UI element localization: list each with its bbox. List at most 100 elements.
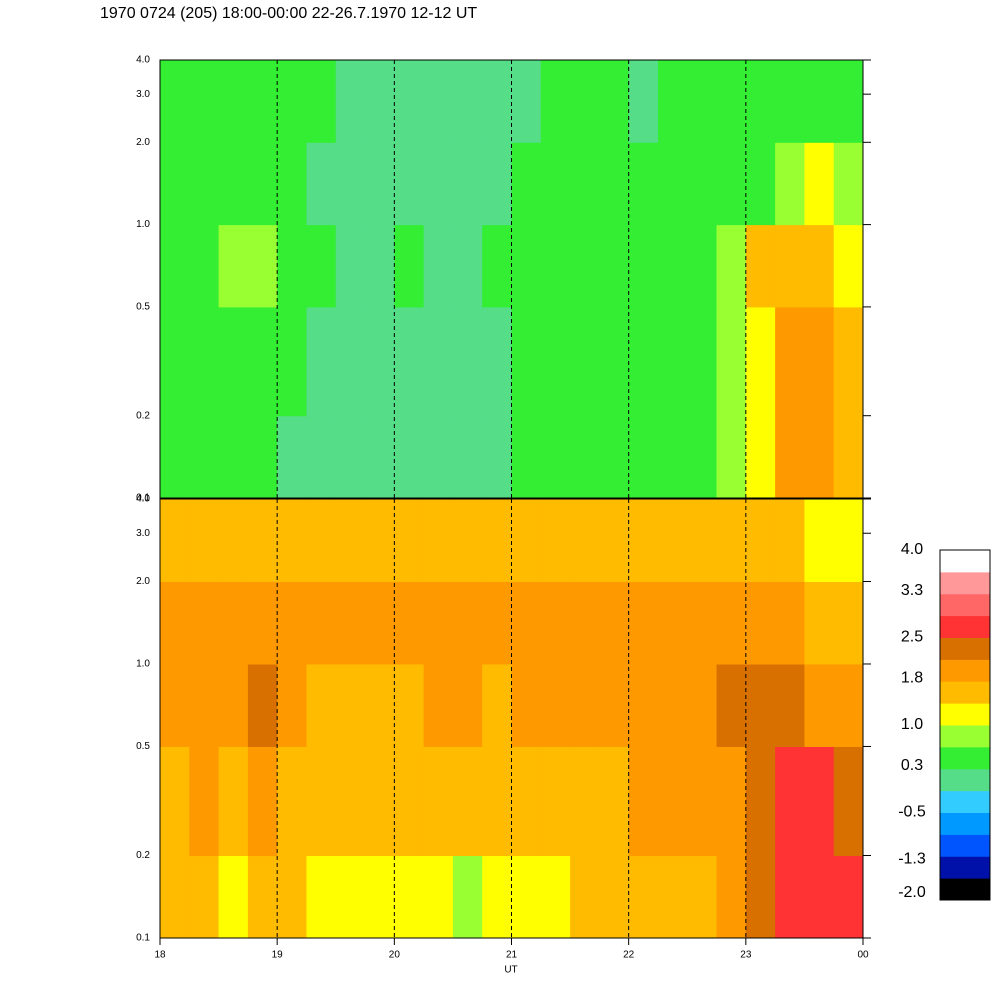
- heatmap-cell: [599, 499, 630, 582]
- heatmap-cell: [160, 581, 190, 665]
- y-tick-label: 4.0: [136, 494, 150, 505]
- y-tick-label: 0.1: [136, 493, 150, 504]
- heatmap-cell: [482, 60, 512, 143]
- heatmap-cell: [335, 581, 366, 665]
- heatmap-cell: [745, 306, 776, 417]
- heatmap-cell: [687, 60, 718, 143]
- heatmap-cell: [452, 306, 483, 417]
- heatmap-cell: [365, 499, 395, 582]
- heatmap-cell: [247, 663, 278, 747]
- heatmap-cell: [277, 581, 307, 665]
- heatmap-cell: [540, 663, 571, 747]
- colorbar-swatch: [940, 856, 990, 879]
- colorbar-swatch: [940, 637, 990, 660]
- colorbar-swatch: [940, 571, 990, 595]
- heatmap-cell: [218, 855, 249, 939]
- heatmap-cell: [745, 142, 776, 226]
- heatmap-cell: [540, 746, 571, 857]
- heatmap-cell: [247, 581, 278, 665]
- colorbar-swatch: [940, 593, 990, 617]
- heatmap-cell: [160, 855, 190, 939]
- heatmap-cell: [365, 855, 395, 939]
- heatmap-cell: [775, 60, 805, 143]
- colorbar-swatch: [940, 834, 990, 857]
- heatmap-cell: [716, 415, 747, 499]
- colorbar-swatch: [940, 615, 990, 638]
- heatmap-cell: [277, 663, 307, 747]
- heatmap-cell: [247, 142, 278, 226]
- heatmap-cell: [277, 142, 307, 226]
- heatmap-cell: [628, 306, 659, 417]
- heatmap-cell: [628, 224, 659, 308]
- heatmap-cell: [570, 499, 600, 582]
- heatmap-cell: [570, 415, 600, 499]
- heatmap-cell: [540, 499, 571, 582]
- heatmap-cell: [745, 224, 776, 308]
- heatmap-cell: [423, 663, 454, 747]
- heatmap-cell: [394, 415, 425, 499]
- heatmap-cell: [775, 746, 805, 857]
- colorbar-swatch: [940, 681, 990, 704]
- heatmap-cell: [394, 499, 425, 582]
- heatmap-cell: [189, 224, 220, 308]
- heatmap-cell: [247, 415, 278, 499]
- heatmap-cell: [189, 581, 220, 665]
- heatmap-cell: [833, 224, 864, 308]
- heatmap-cell: [745, 499, 776, 582]
- heatmap-cell: [833, 581, 864, 665]
- x-tick-label: 18: [154, 950, 166, 961]
- y-tick-label: 4.0: [136, 55, 150, 66]
- heatmap-cell: [570, 224, 600, 308]
- heatmap-cell: [628, 60, 659, 143]
- heatmap-cell: [160, 663, 190, 747]
- heatmap-cell: [335, 142, 366, 226]
- heatmap-cell: [540, 855, 571, 939]
- heatmap-cell: [482, 306, 512, 417]
- heatmap-cell: [687, 581, 718, 665]
- heatmap-cell: [365, 415, 395, 499]
- heatmap-cell: [804, 306, 835, 417]
- heatmap-cell: [804, 663, 835, 747]
- y-tick-label: 0.2: [136, 410, 150, 421]
- colorbar-swatch: [940, 812, 990, 835]
- heatmap-cell: [716, 224, 747, 308]
- heatmap-cell: [482, 224, 512, 308]
- heatmap-cell: [599, 415, 630, 499]
- heatmap-cell: [394, 663, 425, 747]
- heatmap-cell: [804, 60, 835, 143]
- heatmap-cell: [306, 415, 337, 499]
- heatmap-cell: [423, 142, 454, 226]
- heatmap-cell: [628, 746, 659, 857]
- heatmap-cell: [775, 499, 805, 582]
- heatmap-cell: [365, 306, 395, 417]
- heatmap-cell: [599, 663, 630, 747]
- heatmap-cell: [160, 60, 190, 143]
- heatmap-cell: [570, 306, 600, 417]
- heatmap-cell: [247, 306, 278, 417]
- heatmap-cell: [335, 415, 366, 499]
- heatmap-cell: [657, 415, 688, 499]
- heatmap-cell: [365, 142, 395, 226]
- y-tick-label: 2.0: [136, 137, 150, 148]
- heatmap-cell: [452, 224, 483, 308]
- heatmap-cell: [394, 224, 425, 308]
- heatmap-cell: [745, 746, 776, 857]
- heatmap-cell: [716, 499, 747, 582]
- heatmap-cell: [423, 746, 454, 857]
- heatmap-cell: [189, 415, 220, 499]
- heatmap-cell: [833, 415, 864, 499]
- heatmap-cell: [687, 415, 718, 499]
- heatmap-cell: [394, 142, 425, 226]
- colorbar-tick-label: -1.3: [898, 850, 926, 867]
- heatmap-cell: [511, 581, 542, 665]
- heatmap-cell: [247, 60, 278, 143]
- heatmap-cell: [277, 746, 307, 857]
- heatmap-cell: [277, 60, 307, 143]
- heatmap-cell: [540, 60, 571, 143]
- heatmap-cell: [687, 663, 718, 747]
- heatmap-cell: [511, 142, 542, 226]
- heatmap-cell: [452, 142, 483, 226]
- heatmap-cell: [628, 581, 659, 665]
- y-tick-label: 0.5: [136, 302, 150, 313]
- heatmap-cell: [306, 581, 337, 665]
